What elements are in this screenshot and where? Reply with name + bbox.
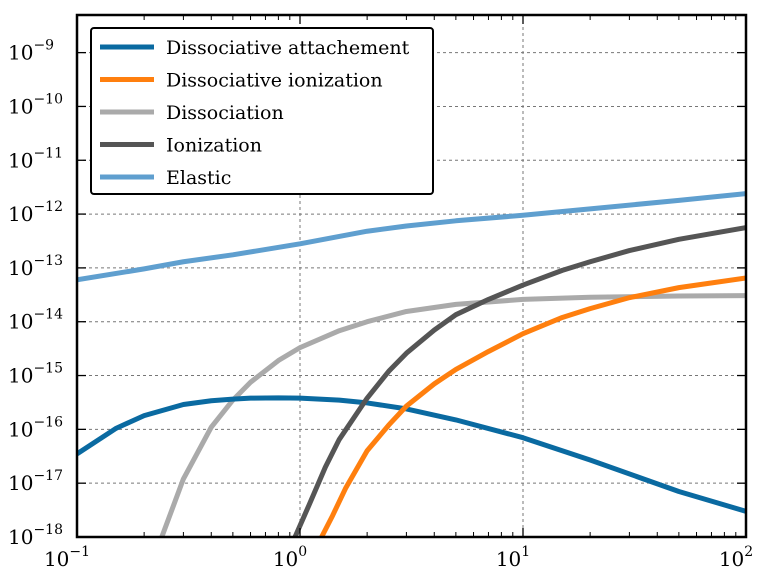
- x-tick-label: 100: [273, 544, 307, 571]
- plot-frame: [75, 13, 748, 539]
- y-tick-label: 10−17: [8, 468, 63, 495]
- legend-label-dissociative-ionization: Dissociative ionization: [166, 70, 383, 92]
- tick-exponent: −13: [33, 253, 63, 269]
- legend-label-ionization: Ionization: [166, 135, 262, 157]
- legend: Dissociative attachement Dissociative ion…: [90, 27, 434, 195]
- tick-exponent: −14: [33, 307, 63, 323]
- tick-exponent: 0: [298, 544, 307, 560]
- legend-label-dissociation: Dissociation: [166, 102, 284, 124]
- y-tick-labels: 10−910−1010−1110−1210−1310−1410−1510−161…: [8, 38, 63, 549]
- series-layer: [77, 191, 746, 537]
- x-tick-labels: 10−1 100 101 102: [44, 544, 753, 571]
- tick-exponent: −16: [33, 414, 63, 430]
- tick-base: 10: [8, 525, 33, 549]
- tick-exponent: −18: [33, 522, 63, 538]
- tick-base: 10: [273, 547, 298, 571]
- tick-base: 10: [8, 202, 33, 226]
- tick-exponent: 2: [744, 544, 753, 560]
- y-tick-label: 10−13: [8, 253, 63, 280]
- tick-base: 10: [8, 310, 33, 334]
- legend-box: [90, 27, 434, 195]
- x-tick-label: 102: [719, 544, 753, 571]
- tick-base: 10: [8, 256, 33, 280]
- tick-base: 10: [496, 547, 521, 571]
- series-line-dissociative-attachement: [77, 395, 746, 514]
- y-tick-label: 10−9: [8, 38, 54, 65]
- tick-base: 10: [8, 148, 33, 172]
- y-tick-label: 10−14: [8, 307, 63, 334]
- x-tick-label: 101: [496, 544, 530, 571]
- series-line-elastic: [77, 191, 746, 283]
- tick-exponent: −1: [69, 544, 90, 560]
- tick-base: 10: [719, 547, 744, 571]
- tick-base: 10: [44, 547, 69, 571]
- y-tick-label: 10−15: [8, 361, 63, 388]
- series-line-ionization: [292, 225, 746, 537]
- tick-exponent: −11: [33, 145, 63, 161]
- series-line-dissociative-ionization: [319, 275, 746, 537]
- x-tick-label: 10−1: [44, 544, 90, 571]
- tick-base: 10: [8, 41, 33, 65]
- legend-label-elastic: Elastic: [166, 167, 231, 189]
- tick-exponent: −12: [33, 199, 63, 215]
- tick-base: 10: [8, 364, 33, 388]
- y-tick-label: 10−12: [8, 199, 63, 226]
- tick-exponent: −15: [33, 361, 63, 377]
- tick-exponent: −10: [33, 91, 63, 107]
- y-tick-label: 10−16: [8, 414, 63, 441]
- tick-base: 10: [8, 471, 33, 495]
- y-tick-label: 10−18: [8, 522, 63, 549]
- series-line-dissociation: [159, 293, 746, 537]
- tick-exponent: −17: [33, 468, 63, 484]
- tick-base: 10: [8, 94, 33, 118]
- tick-exponent: 1: [521, 544, 530, 560]
- y-tick-label: 10−10: [8, 91, 63, 118]
- legend-label-dissociative-attachement: Dissociative attachement: [166, 37, 410, 59]
- tick-exponent: −9: [33, 38, 54, 54]
- tick-base: 10: [8, 417, 33, 441]
- y-tick-label: 10−11: [8, 145, 63, 172]
